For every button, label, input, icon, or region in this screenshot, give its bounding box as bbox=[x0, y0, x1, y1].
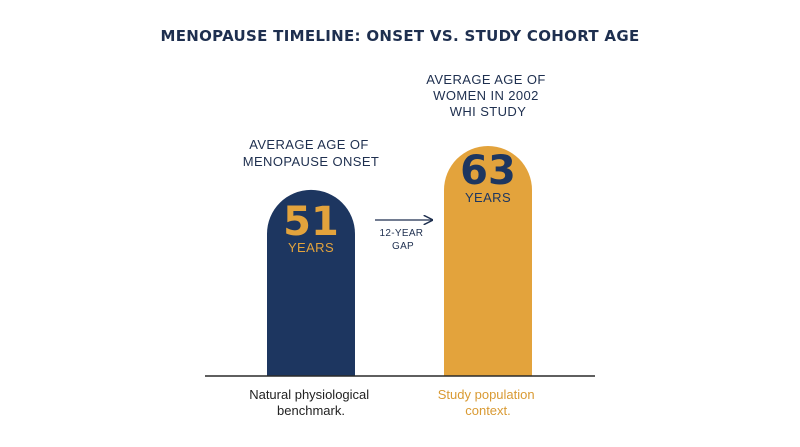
chart-title: MENOPAUSE TIMELINE: ONSET VS. STUDY COHO… bbox=[160, 27, 639, 45]
caption-study: Study population context. bbox=[438, 387, 538, 418]
unit-label-study: YEARS bbox=[465, 190, 511, 205]
bar-menopause-onset bbox=[267, 189, 355, 376]
category-label-onset: AVERAGE AGE OF MENOPAUSE ONSET bbox=[243, 137, 380, 169]
caption-onset: Natural physiological benchmark. bbox=[249, 387, 373, 418]
gap-label: 12-YEAR GAP bbox=[380, 228, 427, 252]
value-label-onset: 51 bbox=[283, 199, 339, 245]
bar-whi-study-age bbox=[444, 146, 532, 376]
unit-label-onset: YEARS bbox=[288, 240, 334, 255]
value-label-study: 63 bbox=[460, 148, 516, 194]
category-label-study: AVERAGE AGE OF WOMEN IN 2002 WHI STUDY bbox=[426, 72, 550, 119]
